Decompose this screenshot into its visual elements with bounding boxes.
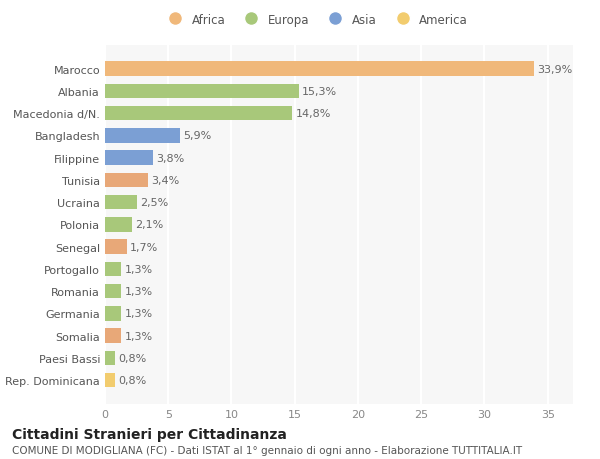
Text: 14,8%: 14,8% (295, 109, 331, 119)
Text: 5,9%: 5,9% (183, 131, 211, 141)
Text: 0,8%: 0,8% (118, 375, 146, 386)
Text: 3,4%: 3,4% (151, 175, 179, 185)
Text: 15,3%: 15,3% (302, 87, 337, 96)
Text: 1,3%: 1,3% (125, 331, 153, 341)
Text: 1,3%: 1,3% (125, 264, 153, 274)
Bar (105, 196, 137, 210)
Bar (105, 284, 121, 299)
Text: 3,8%: 3,8% (156, 153, 184, 163)
Bar (105, 262, 121, 277)
Text: 2,1%: 2,1% (135, 220, 163, 230)
Bar (105, 84, 299, 99)
Text: 2,5%: 2,5% (140, 198, 168, 207)
Text: Cittadini Stranieri per Cittadinanza: Cittadini Stranieri per Cittadinanza (12, 427, 287, 441)
Bar (105, 173, 148, 188)
Text: 33,9%: 33,9% (537, 64, 572, 74)
Bar (105, 151, 153, 166)
Bar (105, 351, 115, 365)
Bar (105, 373, 115, 388)
Text: COMUNE DI MODIGLIANA (FC) - Dati ISTAT al 1° gennaio di ogni anno - Elaborazione: COMUNE DI MODIGLIANA (FC) - Dati ISTAT a… (12, 445, 522, 455)
Text: 0,8%: 0,8% (118, 353, 146, 363)
Bar (105, 329, 121, 343)
Bar (105, 62, 534, 77)
Bar (105, 218, 131, 232)
Legend: Africa, Europa, Asia, America: Africa, Europa, Asia, America (158, 9, 473, 31)
Text: 1,3%: 1,3% (125, 309, 153, 319)
Text: 1,3%: 1,3% (125, 286, 153, 297)
Bar (105, 240, 127, 254)
Bar (105, 307, 121, 321)
Bar (105, 106, 292, 121)
Bar (105, 129, 179, 143)
Text: 1,7%: 1,7% (130, 242, 158, 252)
